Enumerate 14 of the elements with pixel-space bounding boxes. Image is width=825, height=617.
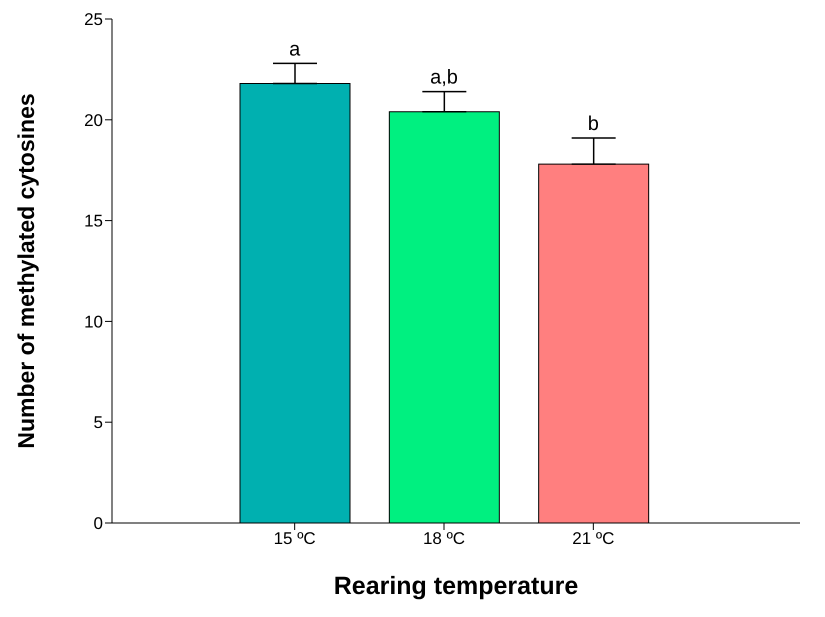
y-tick-label: 10 [84,312,103,332]
x-tick-label: 21 ºC [572,529,614,548]
y-tick-label: 20 [84,110,103,130]
annotation: a [289,38,302,60]
x-axis-title: Rearing temperature [334,572,578,600]
x-tick-label: 15 ºC [274,529,316,548]
x-tick-label: 18 ºC [422,529,466,548]
y-tick-label: 25 [84,10,103,30]
annotation: a,b [430,66,458,89]
y-axis-title: Number of methylated cytosines [13,93,40,449]
y-tick-label: 5 [94,413,103,432]
annotation: b [588,112,599,135]
y-tick-label: 15 [84,212,103,231]
y-tick-label: 0 [94,514,103,534]
